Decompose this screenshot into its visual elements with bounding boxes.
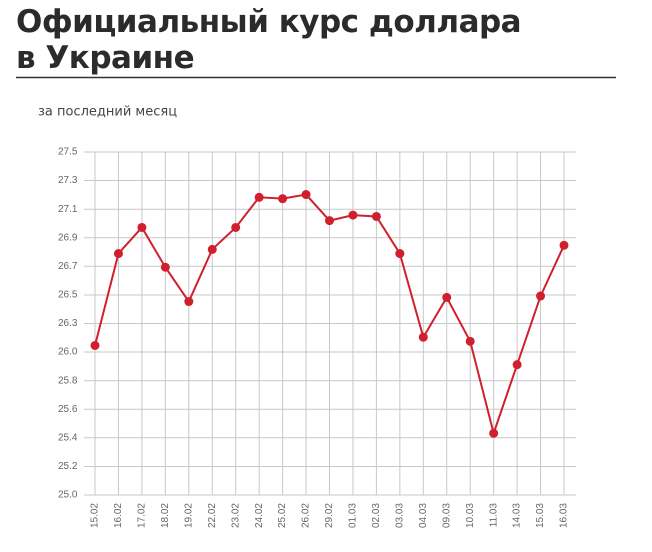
x-tick-label: 23.02 (230, 503, 241, 528)
x-tick-label: 01.03 (348, 503, 359, 528)
x-tick-label: 18.02 (160, 503, 171, 528)
x-tick-label: 16.02 (113, 503, 124, 528)
x-tick-label: 16.03 (559, 503, 570, 528)
y-tick-label: 27.3 (58, 175, 78, 186)
point (301, 190, 311, 200)
x-tick-label: 14.03 (512, 503, 523, 528)
y-tick-label: 26.5 (58, 290, 78, 301)
x-tick-label: 22.02 (207, 503, 218, 528)
x-tick-label: 19.02 (183, 503, 194, 528)
point (559, 240, 569, 250)
x-tick-label: 25.02 (277, 503, 288, 528)
y-tick-label: 25.0 (58, 490, 78, 501)
y-tick-label: 25.6 (58, 404, 78, 415)
y-tick-label: 26.3 (58, 318, 78, 329)
point (278, 194, 288, 204)
y-tick-label: 27.1 (58, 204, 78, 215)
y-tick-label: 27.5 (58, 147, 78, 158)
point (184, 297, 194, 307)
x-tick-label: 26.02 (301, 503, 312, 528)
x-tick-label: 09.03 (441, 503, 452, 528)
x-tick-label: 04.03 (418, 503, 429, 528)
point (348, 210, 358, 220)
point (489, 428, 499, 438)
x-tick-label: 17.02 (137, 503, 148, 528)
title-box: Официальный курс доллара в Украине (16, 4, 522, 76)
y-tick-label: 25.4 (58, 432, 78, 443)
point (254, 192, 264, 202)
x-tick-label: 24.02 (254, 503, 265, 528)
point (137, 222, 147, 232)
point (325, 216, 334, 226)
point (442, 292, 452, 302)
point (207, 244, 217, 254)
point (512, 360, 522, 370)
point (536, 291, 546, 301)
x-tick-label: 03.03 (394, 503, 405, 528)
x-tick-label: 11.03 (488, 503, 499, 528)
y-tick-label: 25.2 (58, 461, 78, 472)
y-tick-label: 26.9 (58, 232, 78, 243)
point (418, 332, 428, 342)
x-tick-label: 10.03 (465, 503, 476, 528)
y-tick-label: 26.0 (58, 347, 78, 358)
point (113, 249, 123, 259)
x-tick-label: 02.03 (371, 503, 382, 528)
x-tick-label: 15.02 (90, 503, 101, 528)
point (231, 222, 241, 232)
y-tick-label: 25.8 (58, 375, 78, 386)
chart-subtitle: за последний месяц (38, 105, 177, 120)
point (90, 340, 100, 350)
x-tick-label: 15.03 (535, 503, 546, 528)
point (371, 211, 381, 221)
point (465, 336, 475, 346)
point (160, 262, 170, 272)
y-tick-label: 26.7 (58, 261, 78, 272)
chart-title: Официальный курс доллара в Украине (16, 4, 522, 76)
x-tick-label: 29.02 (324, 503, 335, 528)
point (395, 249, 405, 259)
